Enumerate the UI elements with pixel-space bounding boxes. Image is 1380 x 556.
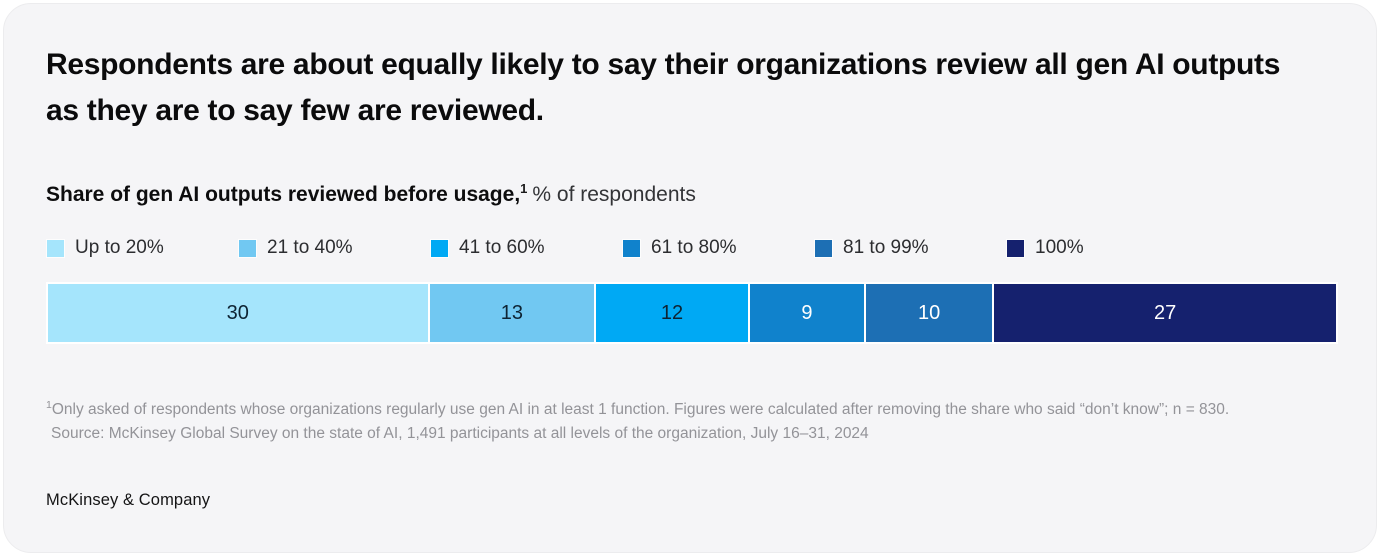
legend-swatch-icon <box>1006 238 1025 258</box>
legend-swatch-icon <box>814 238 833 258</box>
bar-segment-value: 9 <box>801 301 813 324</box>
bar-segment-value: 30 <box>226 301 249 324</box>
legend-label: 61 to 80% <box>651 237 737 258</box>
page-title: Respondents are about equally likely to … <box>46 48 1281 127</box>
footnote-marker: 1 <box>46 399 52 411</box>
legend-item: Up to 20% <box>46 237 238 259</box>
footnote-text: Only asked of respondents whose organiza… <box>51 401 1230 419</box>
legend-item: 21 to 40% <box>238 237 430 259</box>
bar-segment: 12 <box>596 284 748 342</box>
legend-label: 21 to 40% <box>267 237 353 258</box>
footnote-marker-superscript: 1 <box>520 181 528 196</box>
legend-label: 100% <box>1035 237 1084 258</box>
legend-swatch-icon <box>238 238 257 258</box>
legend-swatch-icon <box>46 238 65 258</box>
source-line: Source: McKinsey Global Survey on the st… <box>51 425 869 443</box>
legend-label: 81 to 99% <box>843 237 929 258</box>
bar-segment: 10 <box>865 284 993 342</box>
bar-segment: 27 <box>994 284 1336 342</box>
brand-wordmark: McKinsey & Company <box>46 491 211 510</box>
chart-subtitle: Share of gen AI outputs reviewed before … <box>46 176 1334 208</box>
bar-segment-value: 27 <box>1154 301 1177 324</box>
legend-item: 81 to 99% <box>814 237 1006 259</box>
bar-segment-value: 13 <box>500 301 523 324</box>
legend-swatch-icon <box>430 238 449 258</box>
stacked-bar: 30 13 12 9 10 27 <box>46 282 1338 344</box>
legend: Up to 20% 21 to 40% 41 to 60% 61 to 80% 81 t… <box>46 236 1334 260</box>
bar-segment: 30 <box>48 284 428 342</box>
legend-label: 41 to 60% <box>459 237 545 258</box>
legend-item: 61 to 80% <box>622 237 814 259</box>
legend-label: Up to 20% <box>75 237 164 258</box>
chart-subtitle-main: Share of gen AI outputs reviewed before … <box>46 183 521 206</box>
chart-card: Respondents are about equally likely to … <box>3 3 1377 553</box>
footnotes: 1Only asked of respondents whose organiz… <box>46 394 1308 445</box>
bar-segment-value: 10 <box>917 301 941 324</box>
legend-item: 100% <box>1006 237 1198 259</box>
legend-item: 41 to 60% <box>430 237 622 259</box>
chart-subtitle-unit: % of respondents <box>532 183 696 206</box>
bar-segment-value: 12 <box>660 301 684 324</box>
bar-segment: 13 <box>429 284 595 342</box>
legend-swatch-icon <box>622 238 641 258</box>
footnote-line: 1Only asked of respondents whose organiz… <box>46 394 1308 421</box>
bar-segment: 9 <box>749 284 864 342</box>
